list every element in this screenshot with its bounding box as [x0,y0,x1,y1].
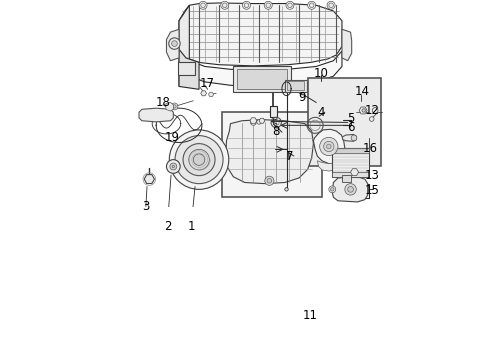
Circle shape [326,1,334,9]
Bar [237,69,286,89]
Text: 15: 15 [364,184,379,197]
Text: 12: 12 [364,104,379,117]
Text: 13: 13 [364,168,379,181]
Text: 11: 11 [303,309,317,321]
Circle shape [264,1,272,9]
Circle shape [328,186,335,193]
Text: 16: 16 [362,142,377,155]
Circle shape [350,135,356,141]
Circle shape [199,1,206,9]
Polygon shape [179,49,199,89]
Polygon shape [166,29,179,61]
Text: 14: 14 [354,85,369,98]
Circle shape [285,1,293,9]
Bar [331,148,368,153]
Circle shape [368,117,373,121]
Circle shape [287,3,292,8]
Polygon shape [144,175,154,184]
Polygon shape [317,161,341,171]
Polygon shape [201,91,206,96]
Circle shape [326,144,330,149]
Circle shape [244,3,248,8]
Circle shape [201,3,205,8]
Circle shape [171,103,178,110]
Circle shape [188,149,209,170]
Circle shape [250,120,256,125]
Polygon shape [179,3,341,66]
Circle shape [371,108,377,113]
Polygon shape [313,129,344,164]
Text: 2: 2 [163,220,171,233]
Bar [233,67,290,92]
Circle shape [220,1,228,9]
Circle shape [222,3,226,8]
Circle shape [361,109,365,112]
Bar [269,107,276,117]
Circle shape [171,41,177,46]
Circle shape [175,136,223,184]
Circle shape [330,188,333,191]
Circle shape [256,120,261,124]
Circle shape [344,184,356,195]
Polygon shape [139,108,173,122]
Circle shape [208,92,213,97]
Circle shape [172,105,176,108]
Circle shape [309,3,313,8]
Circle shape [266,179,271,183]
Polygon shape [350,169,358,176]
Circle shape [168,38,180,49]
Text: 6: 6 [346,121,354,134]
Polygon shape [249,118,256,124]
Circle shape [193,154,204,165]
Polygon shape [341,29,351,61]
Circle shape [183,144,215,176]
Circle shape [284,188,287,191]
Circle shape [323,141,333,152]
Text: 10: 10 [313,67,327,80]
Text: 19: 19 [164,131,179,144]
Circle shape [169,163,176,170]
Circle shape [307,1,315,9]
Circle shape [264,176,273,185]
Circle shape [242,1,250,9]
Bar [284,80,306,92]
Bar [307,78,380,166]
Polygon shape [358,107,366,114]
Circle shape [166,159,180,174]
Text: 8: 8 [272,125,279,138]
Circle shape [265,3,270,8]
Polygon shape [331,177,367,202]
Text: 7: 7 [285,150,293,163]
Bar [222,112,321,197]
Polygon shape [259,118,264,123]
Circle shape [319,137,337,156]
Text: 3: 3 [142,200,149,213]
Circle shape [347,186,353,192]
Bar [286,81,304,90]
Text: 9: 9 [298,91,305,104]
Bar [178,62,195,75]
Bar [331,172,368,177]
Circle shape [169,130,228,189]
Text: 5: 5 [346,112,353,125]
Text: 1: 1 [187,220,195,233]
Text: 18: 18 [155,96,170,109]
Circle shape [172,165,174,168]
Polygon shape [179,51,341,86]
Bar [331,148,368,177]
Polygon shape [179,5,189,86]
Circle shape [328,3,333,8]
Polygon shape [225,120,313,184]
Text: 17: 17 [200,77,215,90]
Bar [341,175,350,182]
Text: 4: 4 [316,106,324,119]
Polygon shape [165,103,173,111]
Polygon shape [342,135,356,141]
